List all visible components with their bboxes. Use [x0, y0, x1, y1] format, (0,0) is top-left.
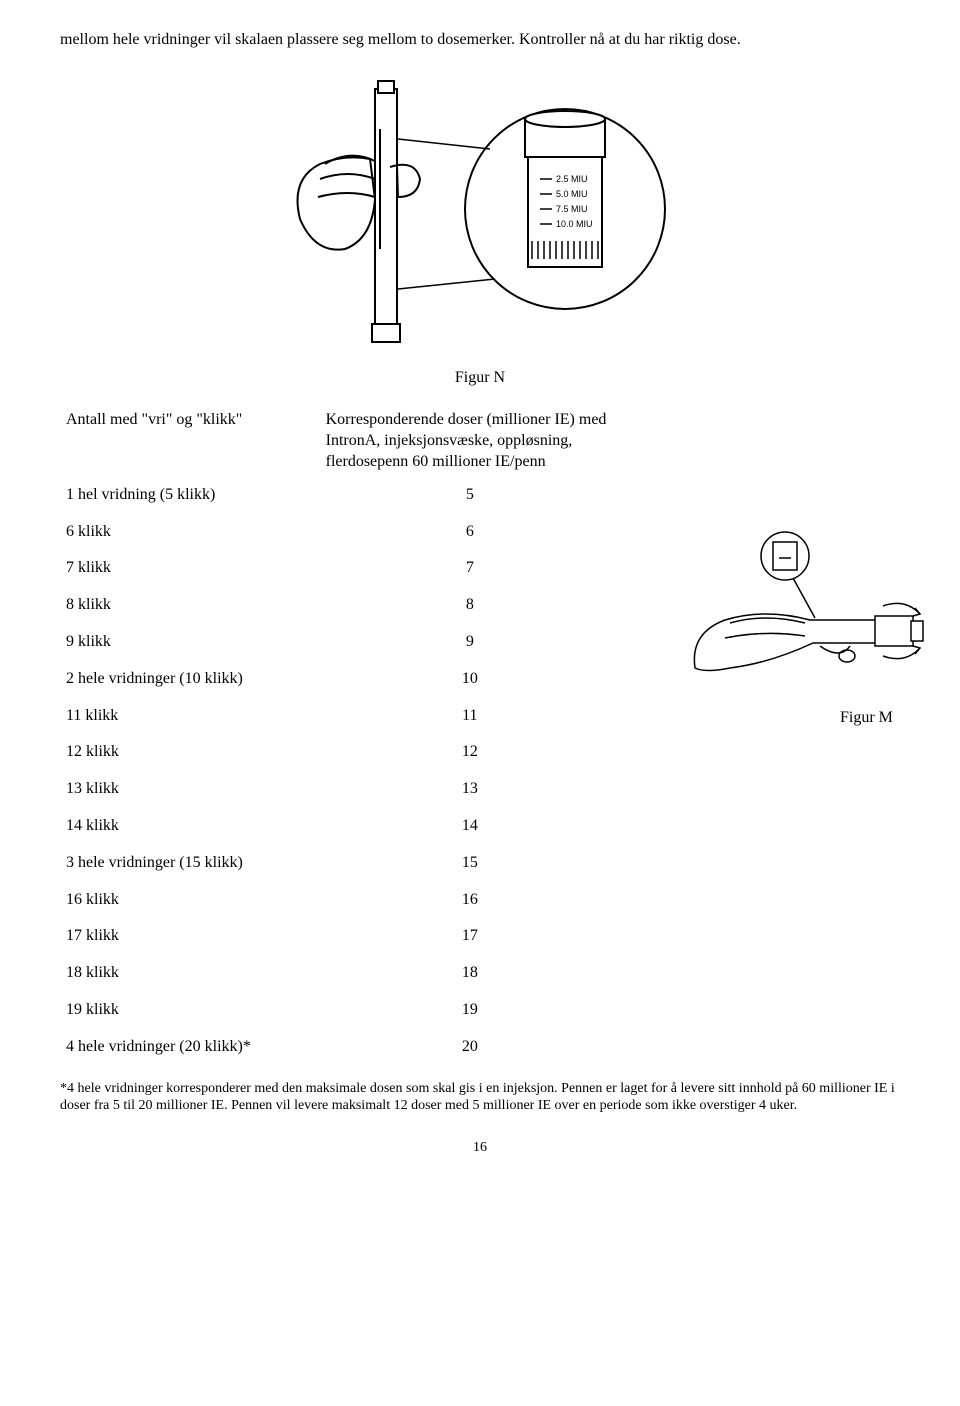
footnote-text: *4 hele vridninger korresponderer med de… [60, 1080, 900, 1115]
dose-value: 17 [320, 924, 620, 949]
dose-label: 17 klikk [60, 924, 320, 949]
table-row: 12 klikk12 [60, 740, 620, 765]
dose-label: 8 klikk [60, 593, 320, 618]
table-row: 17 klikk17 [60, 924, 620, 949]
dose-value: 13 [320, 777, 620, 802]
dose-label: 9 klikk [60, 630, 320, 655]
dose-value: 14 [320, 814, 620, 839]
dose-value: 7 [320, 556, 620, 581]
table-row: 2 hele vridninger (10 klikk)10 [60, 667, 620, 692]
table-row: 18 klikk18 [60, 961, 620, 986]
table-row: 9 klikk9 [60, 630, 620, 655]
dose-value: 9 [320, 630, 620, 655]
dose-value: 8 [320, 593, 620, 618]
dose-value: 20 [320, 1035, 620, 1060]
scale-label: 5.0 MIU [556, 189, 588, 199]
table-row: 7 klikk7 [60, 556, 620, 581]
dose-label: 2 hele vridninger (10 klikk) [60, 667, 320, 692]
dose-value: 6 [320, 520, 620, 545]
dose-table: Antall med "vri" og "klikk" Korresponder… [60, 408, 620, 1071]
dose-label: 1 hel vridning (5 klikk) [60, 483, 320, 508]
dose-value: 10 [320, 667, 620, 692]
figure-n-illustration: 2.5 MIU 5.0 MIU 7.5 MIU 10.0 MIU [60, 69, 900, 356]
dose-value: 12 [320, 740, 620, 765]
dose-label: 11 klikk [60, 704, 320, 729]
table-row: 1 hel vridning (5 klikk)5 [60, 483, 620, 508]
dose-label: 3 hele vridninger (15 klikk) [60, 851, 320, 876]
dose-label: 19 klikk [60, 998, 320, 1023]
dose-value: 5 [320, 483, 620, 508]
pen-illustration-icon: 2.5 MIU 5.0 MIU 7.5 MIU 10.0 MIU [290, 69, 670, 349]
table-row: 16 klikk16 [60, 888, 620, 913]
figure-m-illustration [670, 528, 940, 705]
figure-n-label: Figur N [60, 368, 900, 389]
table-row: 3 hele vridninger (15 klikk)15 [60, 851, 620, 876]
page-number: 16 [60, 1139, 900, 1157]
table-row: 8 klikk8 [60, 593, 620, 618]
intro-paragraph: mellom hele vridninger vil skalaen plass… [60, 30, 900, 51]
dose-value: 11 [320, 704, 620, 729]
dose-value: 15 [320, 851, 620, 876]
dose-value: 19 [320, 998, 620, 1023]
table-row: 19 klikk19 [60, 998, 620, 1023]
dose-label: 12 klikk [60, 740, 320, 765]
dose-value: 16 [320, 888, 620, 913]
dose-label: 14 klikk [60, 814, 320, 839]
table-row: 14 klikk14 [60, 814, 620, 839]
table-row: 4 hele vridninger (20 klikk)*20 [60, 1035, 620, 1060]
table-row: 13 klikk13 [60, 777, 620, 802]
dose-label: 13 klikk [60, 777, 320, 802]
table-row: 6 klikk6 [60, 520, 620, 545]
table-header-col2: Korresponderende doser (millioner IE) me… [320, 408, 620, 482]
dose-value: 18 [320, 961, 620, 986]
figure-m-label: Figur M [840, 708, 940, 729]
scale-label: 2.5 MIU [556, 174, 588, 184]
dose-label: 4 hele vridninger (20 klikk)* [60, 1035, 320, 1060]
dose-label: 7 klikk [60, 556, 320, 581]
scale-label: 7.5 MIU [556, 204, 588, 214]
scale-label: 10.0 MIU [556, 219, 593, 229]
table-row: 11 klikk11 [60, 704, 620, 729]
twist-pen-icon [675, 528, 935, 698]
dose-label: 16 klikk [60, 888, 320, 913]
dose-label: 18 klikk [60, 961, 320, 986]
table-header-col1: Antall med "vri" og "klikk" [60, 408, 320, 482]
dose-label: 6 klikk [60, 520, 320, 545]
